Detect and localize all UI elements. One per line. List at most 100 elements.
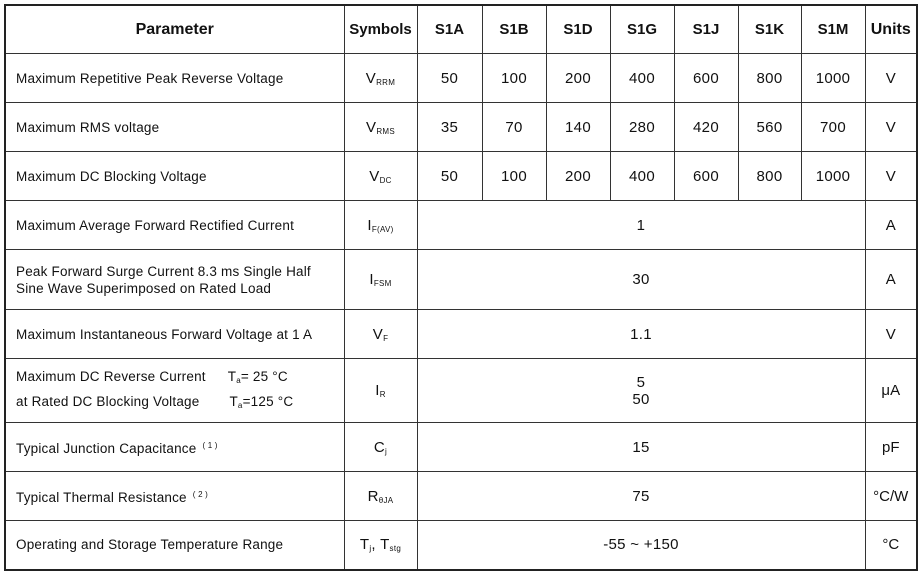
- value-cell: 50: [416, 53, 483, 103]
- value: 50: [632, 390, 650, 408]
- symbol-sub: F: [383, 333, 389, 343]
- value-cell: 800: [737, 53, 802, 103]
- parameter-line: Maximum DC Reverse Current Ta= 25 °C: [16, 368, 344, 389]
- parameter-text: Maximum Instantaneous Forward Voltage at…: [16, 326, 313, 342]
- value-cell: 280: [609, 102, 675, 152]
- value-cell: 1.1: [416, 309, 866, 359]
- symbol-cell: RθJA: [343, 471, 418, 521]
- ratings-table: Parameter Symbols S1A S1B S1D S1G S1J S1…: [4, 4, 918, 571]
- value-cell: 560: [737, 102, 802, 152]
- header-part: S1G: [609, 4, 675, 54]
- condition-value: = 25 °C: [240, 368, 288, 384]
- symbol: V: [369, 167, 380, 185]
- parameter-cell: Typical Junction Capacitance ( 1 ): [4, 422, 345, 472]
- parameter-cell: Maximum RMS voltage: [4, 102, 345, 152]
- unit-cell: °C: [864, 520, 918, 570]
- parameter-cell: Maximum Repetitive Peak Reverse Voltage: [4, 53, 345, 103]
- symbol-cell: VRMS: [343, 102, 418, 152]
- parameter-text: Maximum RMS voltage: [16, 119, 160, 135]
- parameter-text: Operating and Storage Temperature Range: [16, 537, 284, 553]
- parameter-text: Maximum Average Forward Rectified Curren…: [16, 217, 295, 233]
- header-part: S1J: [673, 4, 739, 54]
- symbol: I: [375, 382, 380, 399]
- symbol-sub: stg: [389, 544, 402, 554]
- symbol-sub: RRM: [376, 77, 396, 87]
- parameter-text: Typical Junction Capacitance: [16, 441, 197, 456]
- symbol: I: [369, 271, 374, 288]
- header-part: S1M: [800, 4, 866, 54]
- unit-cell: V: [864, 151, 918, 201]
- value-cell: 140: [545, 102, 611, 152]
- parameter-cell: Maximum DC Blocking Voltage: [4, 151, 345, 201]
- header-part: S1D: [545, 4, 611, 54]
- value: 15: [632, 438, 650, 456]
- symbol: I: [367, 216, 372, 234]
- value-cell: 200: [545, 53, 611, 103]
- value-cell: 1: [416, 200, 866, 250]
- header-part: S1K: [737, 4, 802, 54]
- parameter-text: Peak Forward Surge Current 8.3 ms Single…: [16, 263, 311, 279]
- value: 30: [632, 271, 650, 288]
- symbol: R: [367, 487, 379, 505]
- symbol: C: [373, 438, 386, 456]
- value-cell: 100: [481, 53, 547, 103]
- footnote-ref: ( 2 ): [192, 490, 209, 499]
- symbol-sub: DC: [379, 175, 392, 185]
- value-cell: 30: [416, 249, 866, 310]
- unit-cell: V: [864, 53, 918, 103]
- value-cell: 70: [481, 102, 547, 152]
- value-cell: 1000: [800, 53, 866, 103]
- parameter-text: at Rated DC Blocking Voltage: [16, 393, 200, 409]
- parameter-text: Maximum Repetitive Peak Reverse Voltage: [16, 70, 284, 86]
- symbol-sub: θJA: [378, 495, 394, 505]
- value-cell: 5 50: [416, 358, 866, 423]
- parameter-cell: Maximum DC Reverse Current Ta= 25 °C at Ra…: [4, 358, 345, 423]
- unit-cell: A: [864, 200, 918, 250]
- condition-symbol: T: [229, 393, 238, 409]
- parameter-cell: Maximum Average Forward Rectified Curren…: [4, 200, 345, 250]
- symbol-sub: j: [385, 446, 388, 456]
- parameter-text: Maximum DC Reverse Current: [16, 368, 206, 384]
- parameter-cell: Peak Forward Surge Current 8.3 ms Single…: [4, 249, 345, 310]
- symbol: V: [372, 325, 384, 343]
- table-row: Typical Thermal Resistance ( 2 ) RθJA 75 °C/…: [4, 471, 918, 521]
- symbol-sub: RMS: [376, 126, 395, 136]
- footnote-ref: ( 1 ): [202, 441, 218, 450]
- symbol-sub: FSM: [373, 279, 392, 288]
- unit-cell: °C/W: [864, 471, 918, 521]
- table-row: Maximum Repetitive Peak Reverse Voltage V…: [4, 53, 918, 103]
- value-cell: 100: [481, 151, 547, 201]
- value-cell: 1000: [800, 151, 866, 201]
- symbol-cell: VRRM: [343, 53, 418, 103]
- unit-cell: μA: [864, 358, 918, 423]
- parameter-text: Sine Wave Superimposed on Rated Load: [16, 280, 272, 296]
- symbol-cell: IF(AV): [343, 200, 418, 250]
- symbol: V: [365, 69, 377, 87]
- value-cell: 420: [673, 102, 739, 152]
- value: 1.1: [630, 325, 652, 343]
- value-cell: 75: [416, 471, 866, 521]
- value-cell: 15: [416, 422, 866, 472]
- value: -55 ~ +150: [603, 536, 679, 554]
- value-cell: 400: [609, 151, 675, 201]
- header-row: Parameter Symbols S1A S1B S1D S1G S1J S1…: [4, 4, 918, 54]
- value-cell: 600: [673, 53, 739, 103]
- table-row: Maximum Average Forward Rectified Curren…: [4, 200, 918, 250]
- value-cell: 50: [416, 151, 483, 201]
- symbol-cell: IFSM: [343, 249, 418, 310]
- parameter-text: Typical Thermal Resistance: [16, 490, 187, 505]
- value-cell: -55 ~ +150: [416, 520, 866, 570]
- unit-cell: pF: [864, 422, 918, 472]
- header-part: S1B: [481, 4, 547, 54]
- table-row: Maximum Instantaneous Forward Voltage at…: [4, 309, 918, 359]
- header-symbols: Symbols: [343, 4, 418, 54]
- unit-cell: V: [864, 102, 918, 152]
- table-row: Operating and Storage Temperature Range T…: [4, 520, 918, 570]
- condition: Ta=125 °C: [229, 393, 293, 414]
- condition: Ta= 25 °C: [228, 368, 288, 389]
- condition-symbol: T: [227, 368, 237, 384]
- symbol-sub: F(AV): [371, 224, 394, 234]
- symbol-cell: Tj, Tstg: [343, 520, 418, 570]
- header-units: Units: [864, 4, 918, 54]
- unit-cell: A: [864, 249, 918, 310]
